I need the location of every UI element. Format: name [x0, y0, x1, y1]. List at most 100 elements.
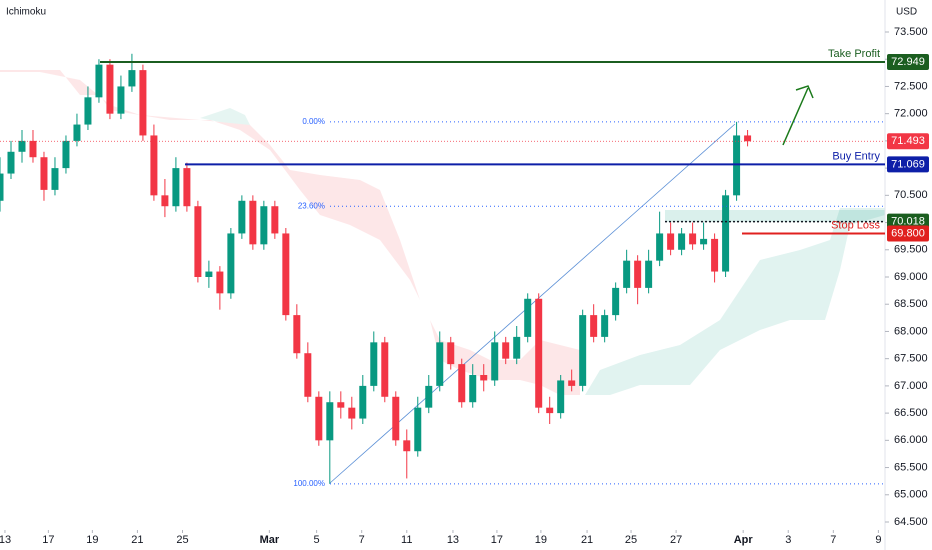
candle-body: [502, 342, 510, 359]
price-tag: [887, 53, 929, 70]
candle-body: [535, 298, 543, 408]
candle-body: [403, 440, 411, 452]
candle-body: [18, 140, 26, 152]
level-name: Take Profit: [828, 48, 880, 60]
candle-body: [139, 70, 147, 136]
candle-body: [436, 342, 444, 386]
candle-body: [392, 396, 400, 441]
y-tick-label: 65.000: [894, 489, 928, 501]
candle-body: [480, 375, 488, 381]
arrow: [782, 87, 809, 146]
candle-body: [282, 233, 290, 316]
candle-body: [194, 206, 202, 277]
x-tick-label: 13: [447, 534, 459, 546]
y-tick-label: 68.500: [894, 298, 928, 310]
price-tag: [887, 133, 929, 150]
x-tick-label: 3: [785, 534, 791, 546]
y-tick-label: 65.500: [894, 461, 928, 473]
x-tick-label: Apr: [734, 534, 754, 546]
y-tick-label: 66.000: [894, 434, 928, 446]
candle-body: [128, 70, 136, 87]
candle-body: [524, 298, 532, 337]
candle-body: [29, 140, 37, 158]
candle-body: [722, 195, 730, 272]
candle-body: [161, 195, 169, 207]
x-tick-label: 25: [176, 534, 188, 546]
y-tick-label: 66.500: [894, 407, 928, 419]
candle-body: [150, 135, 158, 196]
level-name: Buy Entry: [832, 150, 880, 162]
candle-body: [315, 396, 323, 441]
candle-body: [348, 407, 356, 419]
candle-body: [678, 233, 686, 250]
y-tick-label: 73.500: [894, 26, 928, 38]
candle-body: [458, 364, 466, 403]
level-name: Stop Loss: [831, 219, 880, 231]
x-tick-label: 17: [491, 534, 503, 546]
fib-label: 0.00%: [302, 117, 325, 126]
price-tag-label: 71.069: [891, 158, 925, 170]
candle-body: [447, 342, 455, 365]
candle-body: [95, 64, 103, 98]
price-tag-label: 69.800: [891, 227, 925, 239]
candle-body: [656, 233, 664, 261]
candle-body: [546, 407, 554, 414]
candle-body: [579, 315, 587, 386]
ichimoku-cloud-bullish: [200, 108, 250, 125]
candle-body: [469, 375, 477, 403]
x-tick-label: 13: [0, 534, 11, 546]
candle-body: [491, 342, 499, 381]
candle-body: [700, 238, 708, 245]
candle-body: [238, 200, 246, 234]
candle-body: [304, 353, 312, 397]
y-tick-label: 67.500: [894, 353, 928, 365]
candle-body: [73, 124, 81, 141]
candle-body: [106, 64, 114, 114]
y-tick-label: 68.000: [894, 325, 928, 337]
y-tick-label: 70.500: [894, 189, 928, 201]
candle-body: [568, 380, 576, 386]
fib-label: 23.60%: [298, 201, 325, 210]
x-tick-label: 19: [535, 534, 547, 546]
indicator-label: Ichimoku: [6, 7, 46, 18]
candle-body: [183, 168, 191, 207]
x-tick-label: 21: [131, 534, 143, 546]
candle-body: [634, 260, 642, 288]
candle-body: [590, 315, 598, 337]
candle-body: [711, 238, 719, 272]
candle-body: [216, 271, 224, 294]
candle-body: [260, 206, 268, 245]
candle-body: [62, 140, 70, 169]
candle-body: [612, 287, 620, 316]
candle-body: [744, 135, 752, 142]
x-tick-label: 27: [670, 534, 682, 546]
candle-body: [40, 157, 48, 190]
y-tick-label: 64.500: [894, 516, 928, 528]
candle-body: [337, 402, 345, 408]
plot: [0, 53, 752, 484]
candle-body: [172, 168, 180, 207]
price-tag-label: 70.018: [891, 215, 925, 227]
price-tag: [887, 225, 929, 242]
candle-body: [249, 200, 257, 245]
candle-body: [425, 385, 433, 408]
ichimoku-cloud-bearish: [0, 70, 580, 395]
support-zone: [665, 210, 885, 222]
y-tick-label: 72.000: [894, 108, 928, 120]
price-tag-label: 71.493: [891, 135, 925, 147]
x-tick-label: 11: [401, 534, 412, 546]
candle-body: [645, 260, 653, 288]
candle-body: [513, 336, 521, 359]
y-tick-label: 72.500: [894, 80, 928, 92]
price-tag: [887, 156, 929, 173]
candle-body: [601, 315, 609, 337]
candle-body: [557, 380, 565, 414]
candle-body: [0, 173, 4, 201]
candle-body: [667, 233, 675, 250]
x-tick-label: 9: [875, 534, 881, 546]
y-tick-label: 69.500: [894, 244, 928, 256]
price-tag-label: 72.949: [891, 56, 925, 68]
candle-body: [623, 260, 631, 288]
